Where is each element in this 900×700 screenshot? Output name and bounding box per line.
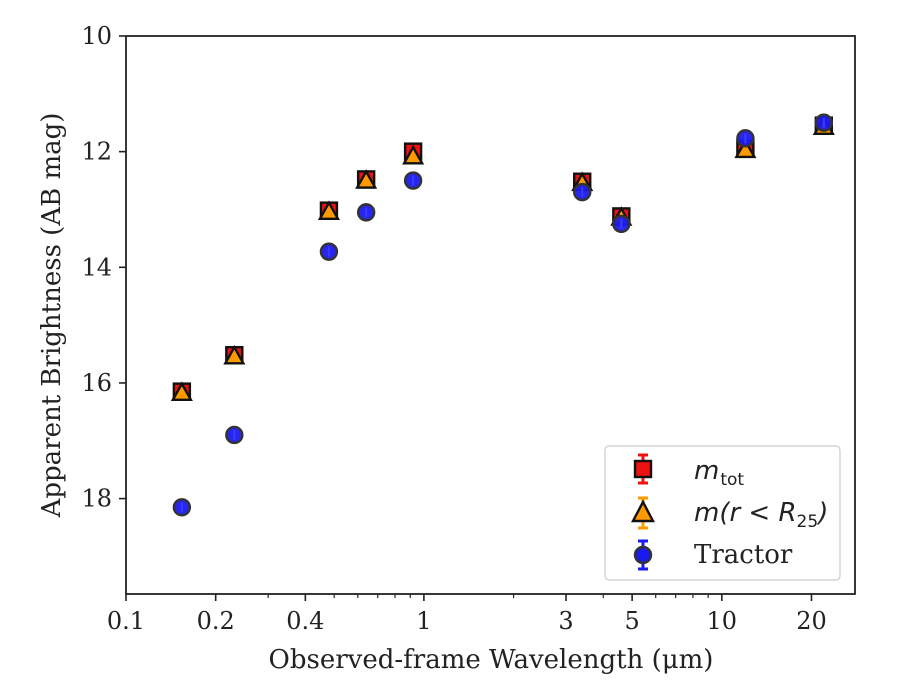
axes: 0.1 0.2 0.4 1 3 5 10 20 10 12 14 16 18 xyxy=(81,22,856,635)
m-r25-point xyxy=(170,381,193,401)
legend-marker-m-r25 xyxy=(631,496,655,530)
legend-label-tractor: Tractor xyxy=(694,540,793,570)
y-tick-label: 10 xyxy=(81,22,112,50)
plot-area xyxy=(170,113,835,517)
legend-marker-mtot xyxy=(633,453,653,485)
y-axis-label: Apparent Brightness (AB mag) xyxy=(37,113,67,519)
x-tick-label: 0.4 xyxy=(286,607,324,635)
m-r25-point xyxy=(317,200,340,220)
x-tick-label: 1 xyxy=(416,607,431,635)
m-r25-point xyxy=(734,138,757,159)
legend-label-mtot-sub: tot xyxy=(720,470,744,490)
y-tick-label: 16 xyxy=(81,369,112,397)
y-tick-label: 18 xyxy=(81,485,112,513)
legend-frame xyxy=(604,445,841,581)
y-tick-label: 12 xyxy=(81,138,112,166)
series-square xyxy=(172,116,833,401)
x-tick-label: 10 xyxy=(707,607,738,635)
x-axis-label: Observed-frame Wavelength (μm) xyxy=(269,645,714,675)
legend-label-m-r25-sub: 25 xyxy=(797,512,819,532)
m-r25-point xyxy=(355,169,378,189)
series-triangle xyxy=(170,115,835,401)
x-tick-label: 0.2 xyxy=(197,607,235,635)
legend-label-mtot: mtot xyxy=(694,456,744,490)
series-circle xyxy=(172,113,833,517)
x-tick-label: 0.1 xyxy=(107,607,145,635)
legend-label-m-r25-main: m(r < R xyxy=(694,498,797,528)
x-tick-label: 20 xyxy=(796,607,827,635)
m-r25-point xyxy=(223,344,246,365)
m-r25-point xyxy=(402,144,425,165)
legend: mtot m(r < R25) Tractor xyxy=(604,445,841,581)
x-tick-label: 3 xyxy=(558,607,573,635)
legend-label-mtot-main: m xyxy=(694,456,719,486)
legend-marker-tractor xyxy=(633,539,653,571)
legend-label-m-r25-suffix: ) xyxy=(816,498,828,528)
x-tick-label: 5 xyxy=(624,607,639,635)
y-tick-label: 14 xyxy=(81,253,112,281)
legend-label-m-r25: m(r < R25) xyxy=(694,498,828,532)
axes-frame xyxy=(125,35,856,595)
